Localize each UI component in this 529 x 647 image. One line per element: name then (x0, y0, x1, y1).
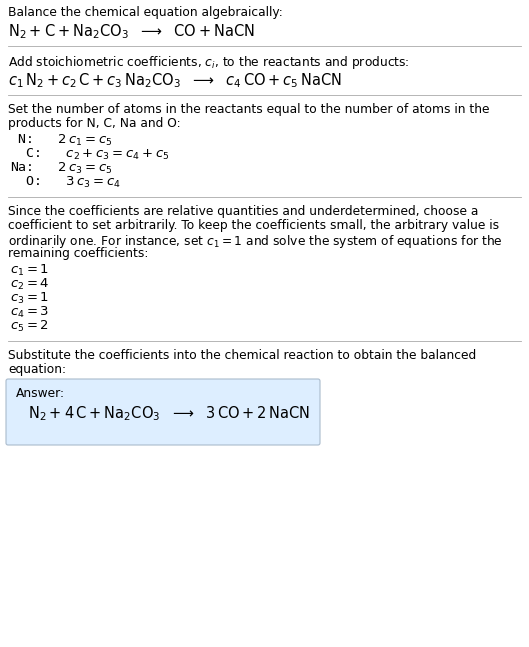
Text: $\mathrm{N_2 + 4\,C + Na_2CO_3\ \ \longrightarrow\ \ 3\,CO + 2\,NaCN}$: $\mathrm{N_2 + 4\,C + Na_2CO_3\ \ \longr… (28, 404, 310, 422)
Text: $\mathrm{N_2 + C + Na_2CO_3\ \ \longrightarrow \ \ CO + NaCN}$: $\mathrm{N_2 + C + Na_2CO_3\ \ \longrigh… (8, 22, 255, 41)
Text: N:   $2\,c_1 = c_5$: N: $2\,c_1 = c_5$ (10, 133, 113, 148)
Text: $c_3 = 1$: $c_3 = 1$ (10, 291, 49, 306)
Text: $c_1 = 1$: $c_1 = 1$ (10, 263, 49, 278)
Text: $c_5 = 2$: $c_5 = 2$ (10, 319, 49, 334)
Text: $c_4 = 3$: $c_4 = 3$ (10, 305, 49, 320)
Text: $c_2 = 4$: $c_2 = 4$ (10, 277, 49, 292)
Text: $c_1\,\mathrm{N_2} + c_2\,\mathrm{C} + c_3\,\mathrm{Na_2CO_3}\ \ \longrightarrow: $c_1\,\mathrm{N_2} + c_2\,\mathrm{C} + c… (8, 71, 342, 90)
Text: Set the number of atoms in the reactants equal to the number of atoms in the: Set the number of atoms in the reactants… (8, 103, 489, 116)
Text: Substitute the coefficients into the chemical reaction to obtain the balanced: Substitute the coefficients into the che… (8, 349, 476, 362)
Text: Add stoichiometric coefficients, $c_i$, to the reactants and products:: Add stoichiometric coefficients, $c_i$, … (8, 54, 409, 71)
Text: C:   $c_2 + c_3 = c_4 + c_5$: C: $c_2 + c_3 = c_4 + c_5$ (10, 147, 169, 162)
Text: Balance the chemical equation algebraically:: Balance the chemical equation algebraica… (8, 6, 282, 19)
Text: Since the coefficients are relative quantities and underdetermined, choose a: Since the coefficients are relative quan… (8, 205, 478, 218)
Text: equation:: equation: (8, 363, 66, 376)
Text: coefficient to set arbitrarily. To keep the coefficients small, the arbitrary va: coefficient to set arbitrarily. To keep … (8, 219, 499, 232)
FancyBboxPatch shape (6, 379, 320, 445)
Text: remaining coefficients:: remaining coefficients: (8, 247, 148, 260)
Text: ordinarily one. For instance, set $c_1 = 1$ and solve the system of equations fo: ordinarily one. For instance, set $c_1 =… (8, 233, 503, 250)
Text: Answer:: Answer: (16, 387, 65, 400)
Text: O:   $3\,c_3 = c_4$: O: $3\,c_3 = c_4$ (10, 175, 121, 190)
Text: Na:   $2\,c_3 = c_5$: Na: $2\,c_3 = c_5$ (10, 161, 113, 176)
Text: products for N, C, Na and O:: products for N, C, Na and O: (8, 117, 180, 130)
